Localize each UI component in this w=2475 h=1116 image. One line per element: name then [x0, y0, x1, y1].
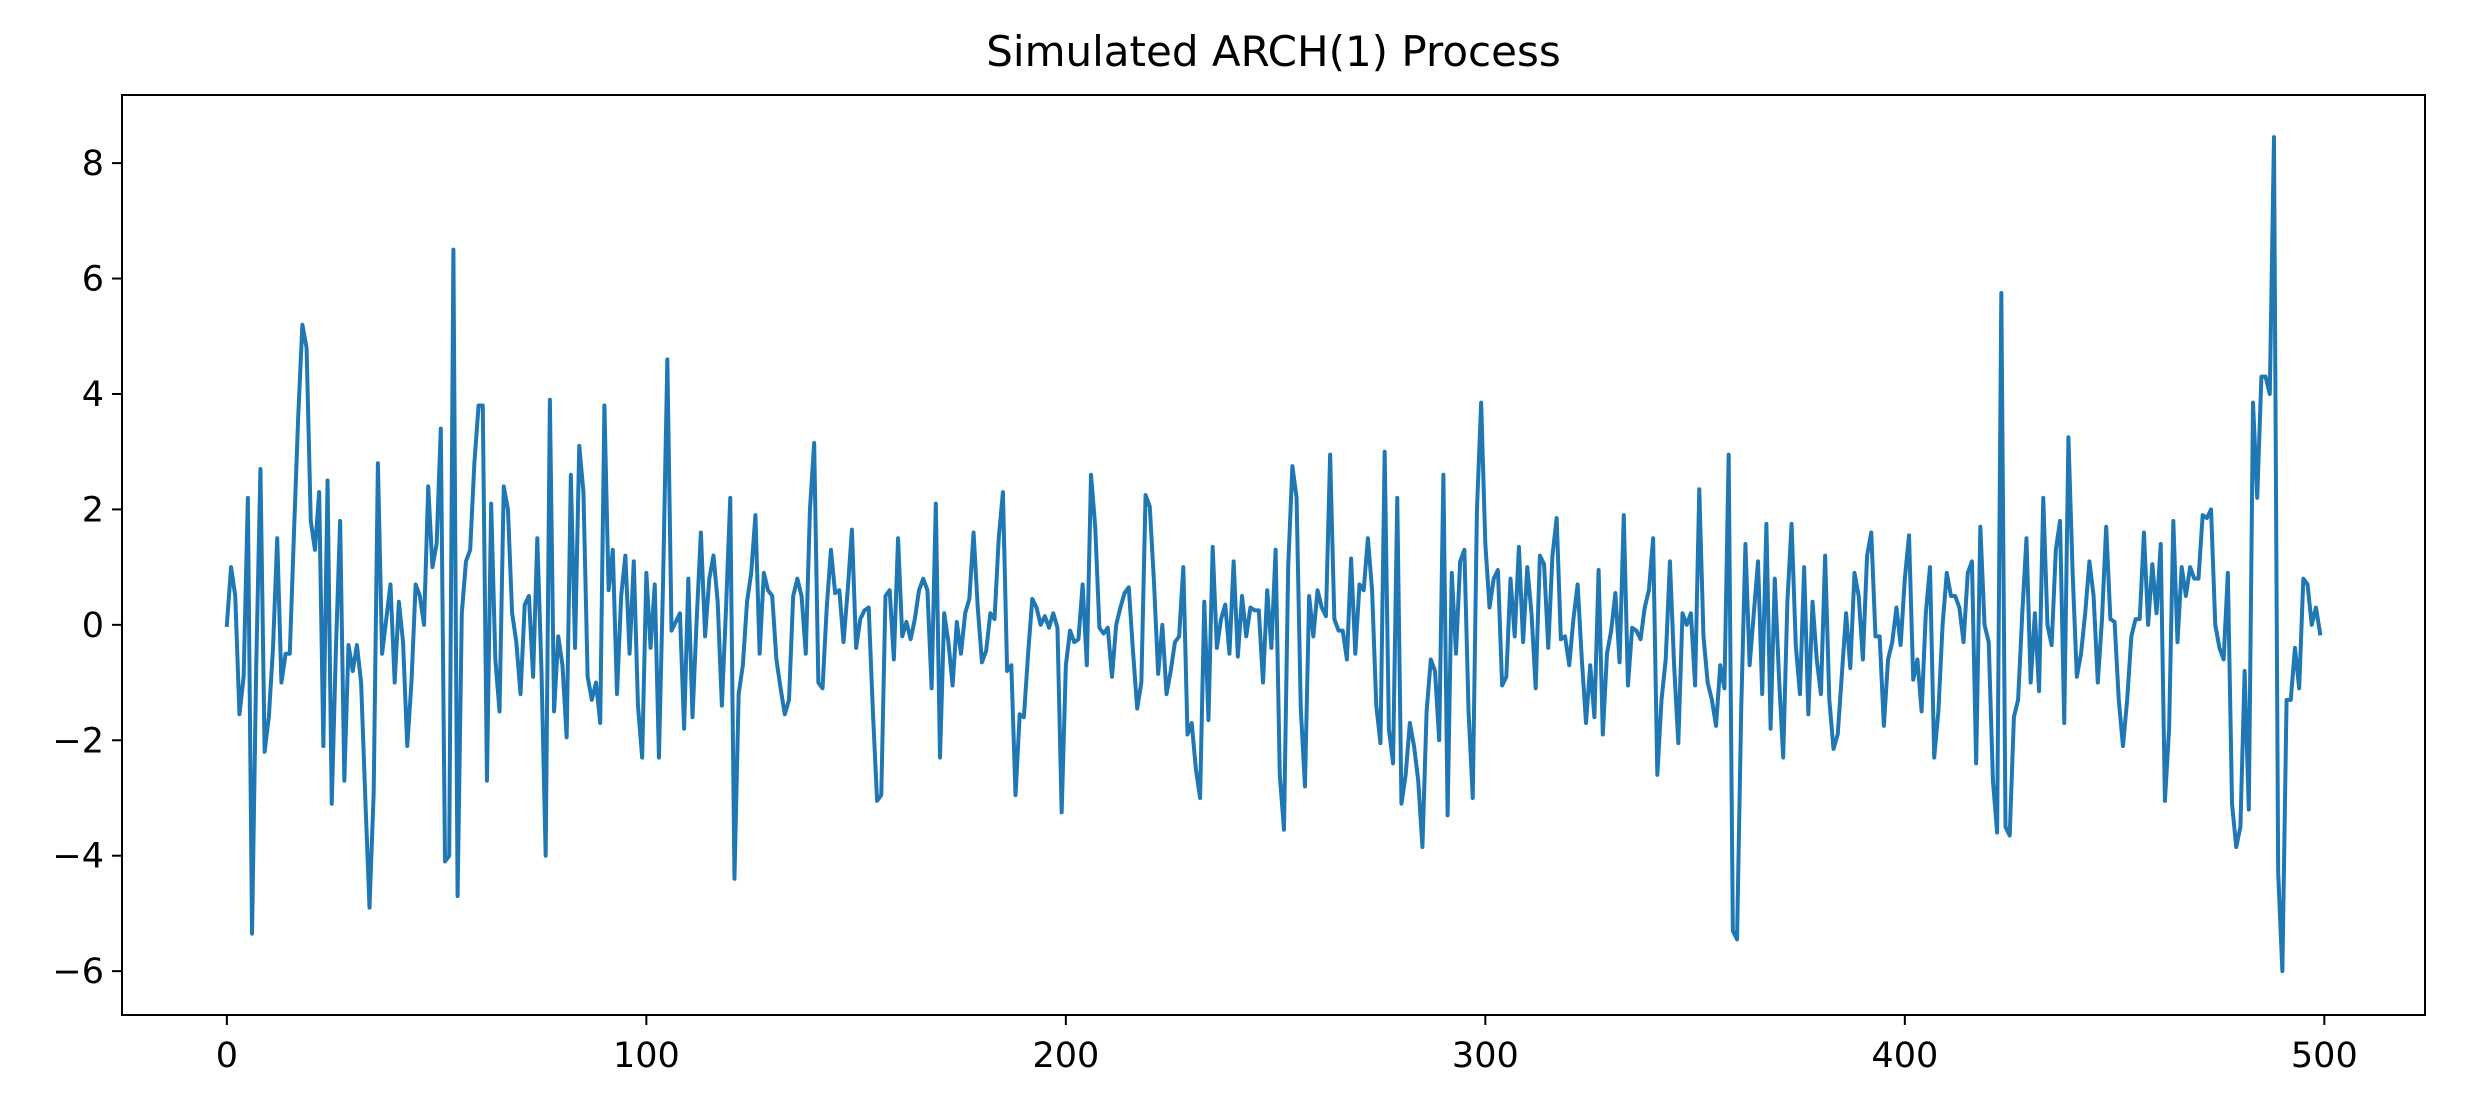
y-tick-label: 2 — [82, 490, 104, 530]
x-tick-label: 200 — [1032, 1036, 1099, 1076]
y-tick-label: 8 — [82, 144, 104, 184]
y-tick-label: −2 — [52, 721, 104, 761]
x-tick-label: 500 — [2291, 1036, 2358, 1076]
x-axis: 0 100 200 300 400 500 — [216, 1015, 2358, 1076]
plot-frame — [121, 94, 2426, 1016]
x-tick-label: 0 — [216, 1036, 238, 1076]
y-tick-label: −4 — [52, 837, 104, 877]
y-tick-label: 6 — [82, 260, 104, 300]
y-axis: −6 −4 −2 0 2 4 6 8 — [52, 144, 122, 992]
y-tick-label: 0 — [82, 606, 104, 646]
plot-series — [224, 135, 2323, 974]
y-tick-label: 4 — [82, 375, 104, 415]
series-line-0 — [224, 135, 2323, 974]
chart-title: Simulated ARCH(1) Process — [986, 27, 1561, 76]
x-tick-label: 100 — [613, 1036, 680, 1076]
x-tick-label: 400 — [1871, 1036, 1938, 1076]
y-tick-label: −6 — [52, 952, 104, 992]
x-tick-label: 300 — [1452, 1036, 1519, 1076]
